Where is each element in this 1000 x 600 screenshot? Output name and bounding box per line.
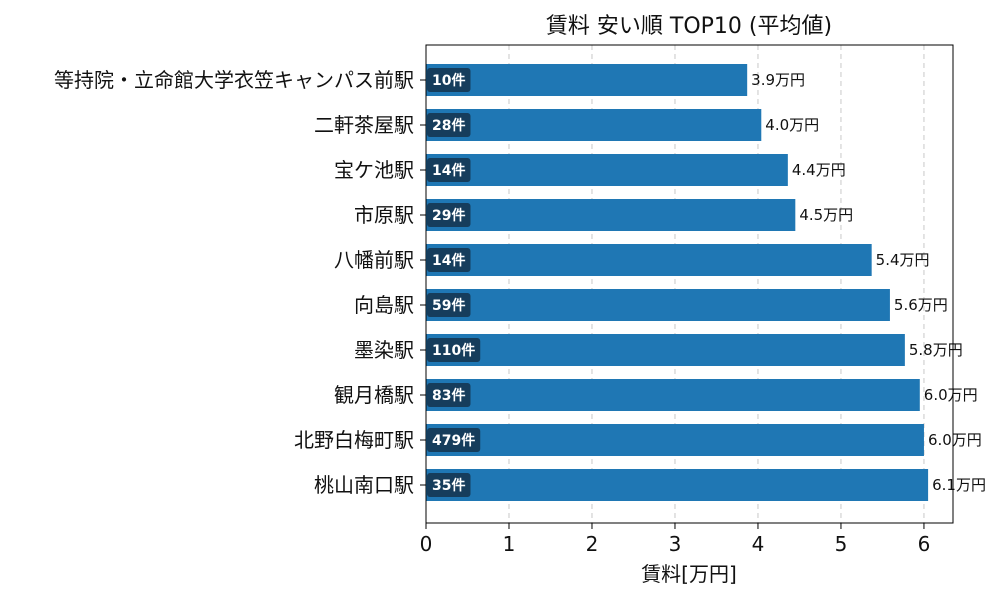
bar <box>426 379 920 411</box>
bar <box>426 289 890 321</box>
value-label: 4.0万円 <box>765 116 819 134</box>
value-label: 6.1万円 <box>932 476 986 494</box>
value-label: 4.4万円 <box>792 161 846 179</box>
count-badge-bg <box>427 113 471 137</box>
value-label: 5.8万円 <box>909 341 963 359</box>
value-label: 6.0万円 <box>924 386 978 404</box>
value-label: 4.5万円 <box>799 206 853 224</box>
count-badge: 35件 <box>427 473 471 497</box>
category-labels: 等持院・立命館大学衣笠キャンパス前駅二軒茶屋駅宝ケ池駅市原駅八幡前駅向島駅墨染駅… <box>54 68 414 497</box>
category-label: 桃山南口駅 <box>314 473 414 497</box>
plot-frame <box>425 44 954 524</box>
value-label: 5.4万円 <box>876 251 930 269</box>
bar <box>426 199 796 231</box>
value-label: 3.9万円 <box>751 71 805 89</box>
count-label: 14件 <box>432 252 465 269</box>
category-label: 二軒茶屋駅 <box>314 113 414 137</box>
bar <box>426 244 872 276</box>
bar <box>426 154 788 186</box>
count-label: 29件 <box>432 207 465 224</box>
x-tick-label: 4 <box>752 532 765 556</box>
count-badge: 110件 <box>427 338 481 362</box>
value-label: 6.0万円 <box>928 431 982 449</box>
count-label: 83件 <box>432 387 465 404</box>
count-badge-bg <box>427 248 471 272</box>
count-badge: 10件 <box>427 68 471 92</box>
count-badge: 14件 <box>427 158 471 182</box>
count-badge-bg <box>427 68 471 92</box>
count-badge: 479件 <box>427 428 481 452</box>
count-badge-bg <box>427 383 471 407</box>
x-axis: 0 1 2 3 4 5 6 <box>420 79 931 556</box>
count-label: 28件 <box>432 117 465 134</box>
count-badge-bg <box>427 473 471 497</box>
category-label: 墨染駅 <box>354 338 414 362</box>
category-label: 北野白梅町駅 <box>294 428 414 452</box>
category-label: 等持院・立命館大学衣笠キャンパス前駅 <box>54 68 414 92</box>
chart-title: 賃料 安い順 TOP10 (平均値) <box>546 14 832 39</box>
x-tick-label: 0 <box>420 532 433 556</box>
count-label: 14件 <box>432 162 465 179</box>
count-badge-bg <box>427 338 481 362</box>
count-badge: 29件 <box>427 203 471 227</box>
count-label: 479件 <box>432 432 475 449</box>
count-badge: 59件 <box>427 293 471 317</box>
value-label: 5.6万円 <box>894 296 948 314</box>
bar <box>426 64 748 96</box>
count-label: 110件 <box>432 342 475 359</box>
count-badge: 28件 <box>427 113 471 137</box>
category-label: 向島駅 <box>354 293 414 317</box>
bar <box>426 424 924 456</box>
bars: 3.9万円 10件 4.0万円 28件 4.4万円 14件 4.5万円 29件 5.4万円 14件… <box>426 64 986 501</box>
x-tick-label: 3 <box>669 532 682 556</box>
category-label: 観月橋駅 <box>334 383 414 407</box>
x-tick-label: 6 <box>918 532 931 556</box>
count-badge: 83件 <box>427 383 471 407</box>
bar <box>426 469 929 501</box>
category-label: 宝ケ池駅 <box>334 158 414 182</box>
x-tick-label: 5 <box>835 532 848 556</box>
count-badge: 14件 <box>427 248 471 272</box>
count-badge-bg <box>427 428 481 452</box>
count-badge-bg <box>427 203 471 227</box>
x-tick-label: 1 <box>503 532 516 556</box>
bar <box>426 334 905 366</box>
count-label: 35件 <box>432 477 465 494</box>
x-tick-label: 2 <box>586 532 599 556</box>
count-label: 59件 <box>432 297 465 314</box>
category-label: 市原駅 <box>354 203 414 227</box>
count-label: 10件 <box>432 72 465 89</box>
category-label: 八幡前駅 <box>334 248 414 272</box>
count-badge-bg <box>427 158 471 182</box>
bar <box>426 109 762 141</box>
count-badge-bg <box>427 293 471 317</box>
x-axis-label: 賃料[万円] <box>641 562 737 586</box>
